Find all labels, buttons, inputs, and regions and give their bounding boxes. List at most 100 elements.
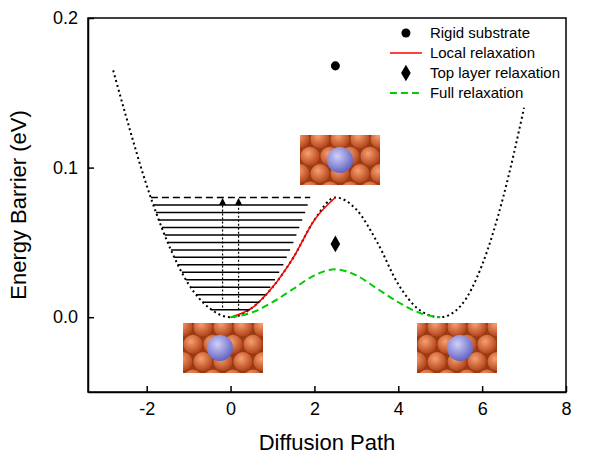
legend-symbol (390, 52, 422, 54)
inset-atom (458, 369, 477, 373)
energy-level (191, 287, 271, 289)
inset-adatom (327, 147, 353, 173)
inset-atom (371, 164, 381, 183)
inset-atom (428, 352, 447, 371)
inset-atom (361, 147, 380, 166)
inset-atom (321, 181, 340, 185)
energy-level (153, 204, 307, 206)
legend-symbol (390, 92, 422, 94)
x-axis: -2 0 2 4 6 8 (89, 386, 572, 419)
inset-atom (244, 335, 263, 354)
inset-atom (224, 369, 243, 373)
legend: Rigid substrate Local relaxation Top layer… (390, 24, 560, 101)
plot-area (113, 61, 524, 317)
legend-item: Local relaxation (390, 44, 535, 61)
legend-symbol (401, 28, 410, 37)
y-tick: 0.2 (53, 8, 94, 28)
y-axis: 0.0 0.1 0.2 (53, 8, 94, 392)
inset-atom (371, 135, 381, 149)
legend-label: Rigid substrate (430, 24, 530, 41)
energy-level (165, 234, 297, 236)
inset-atom (438, 369, 457, 373)
legend-symbol (401, 65, 411, 82)
legend-label: Local relaxation (430, 44, 535, 61)
inset-atom (184, 335, 203, 354)
x-tick-label: 2 (310, 399, 320, 419)
inset-atom (301, 181, 320, 185)
inset-adatom (447, 335, 473, 361)
inset-atom (351, 164, 370, 183)
energy-level (159, 219, 302, 221)
inset-atom (448, 323, 467, 337)
energy-level (186, 279, 275, 281)
x-tick-label: 4 (394, 399, 404, 419)
y-tick: 0.1 (53, 158, 94, 178)
y-tick-label: 0.0 (53, 307, 78, 327)
legend-item: Full relaxation (390, 84, 523, 101)
legend-item: Rigid substrate (401, 24, 530, 41)
inset-atom (417, 323, 427, 337)
inset-atom (234, 352, 253, 371)
x-tick-label: 6 (478, 399, 488, 419)
x-tick: 6 (478, 386, 488, 419)
energy-level (171, 249, 290, 251)
inset-atom (488, 352, 498, 371)
line-series (231, 269, 441, 317)
level-arrow (222, 202, 223, 310)
inset-atom (184, 369, 203, 373)
inset-atom (428, 323, 447, 337)
y-tick-mark (88, 167, 94, 169)
inset-atom (311, 135, 330, 149)
inset-atom (417, 352, 427, 371)
inset-atom (254, 352, 264, 371)
x-tick-label: 0 (226, 399, 236, 419)
inset-atom (300, 164, 310, 183)
inset-atom (418, 369, 437, 373)
plot-frame (88, 18, 566, 392)
scatter-point (331, 236, 341, 253)
x-axis-line (89, 392, 567, 394)
inset-atom (418, 335, 437, 354)
inset-atom (478, 369, 497, 373)
legend-label: Full relaxation (430, 84, 523, 101)
x-tick: -2 (139, 386, 155, 419)
inset-adatom (207, 335, 233, 361)
energy-level (202, 301, 258, 303)
chart: -2024680.00.10.2Diffusion PathEnergy Bar… (0, 0, 603, 466)
x-tick: 0 (226, 386, 236, 419)
x-axis-title: Diffusion Path (259, 430, 396, 455)
energy-level (211, 309, 250, 311)
inset-atom (351, 135, 370, 149)
x-tick: 4 (394, 386, 404, 419)
x-tick: 2 (310, 386, 320, 419)
inset-atom (478, 335, 497, 354)
x-tick-label: -2 (139, 399, 155, 419)
y-tick-mark (88, 18, 94, 20)
x-tick: 8 (561, 386, 571, 419)
energy-level (168, 242, 294, 244)
inset-atom (183, 352, 193, 371)
inset-atom (254, 323, 264, 337)
x-tick-mark (314, 386, 316, 392)
inset-atom (234, 323, 253, 337)
x-tick-mark (482, 386, 484, 392)
inset-atom (244, 369, 263, 373)
y-axis-line (88, 19, 90, 393)
inset-atom (183, 323, 193, 337)
y-tick: 0.0 (53, 307, 94, 327)
energy-level (162, 227, 300, 229)
inset-atom (361, 181, 380, 185)
y-tick-label: 0.1 (53, 158, 78, 178)
x-tick-mark (566, 386, 568, 392)
legend-item: Top layer relaxation (401, 64, 560, 81)
energy-level (196, 294, 265, 296)
inset-atom (341, 181, 360, 185)
inset-atom (301, 147, 320, 166)
inset-atom (214, 323, 233, 337)
scatter-point (331, 61, 340, 70)
inset-atom (468, 323, 487, 337)
legend-label: Top layer relaxation (430, 64, 560, 81)
inset-atom (300, 135, 310, 149)
inset-image (417, 323, 497, 373)
level-arrow (238, 202, 239, 310)
